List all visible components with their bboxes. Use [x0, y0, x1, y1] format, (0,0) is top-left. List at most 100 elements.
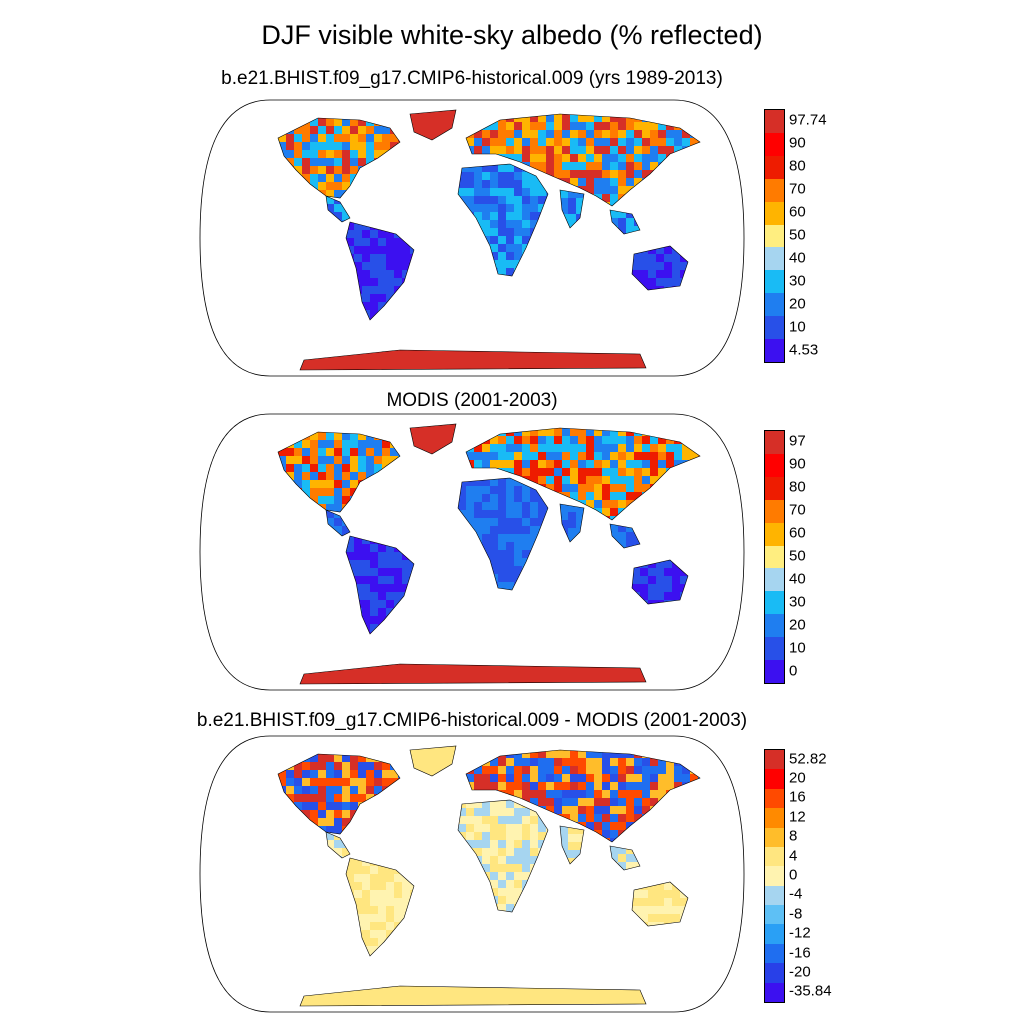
- colorbar-label: 80: [789, 478, 806, 496]
- colorbar-label: -8: [789, 905, 803, 923]
- colorbar-label: 30: [789, 593, 806, 611]
- panel-title-model: b.e21.BHIST.f09_g17.CMIP6-historical.009…: [221, 68, 723, 89]
- colorbar-label: 60: [789, 203, 806, 221]
- colorbar-swatch: [765, 905, 784, 925]
- colorbar-label: 50: [789, 226, 806, 244]
- colorbar-swatch: [765, 476, 784, 500]
- map-land-group: [277, 745, 701, 1007]
- landmass-greenland: [409, 745, 457, 777]
- colorbar-swatch: [765, 750, 784, 770]
- colorbar-label: 20: [789, 295, 806, 313]
- map-modis: [199, 413, 745, 691]
- landmass-north-america: [277, 117, 401, 199]
- colorbar-label: 0: [789, 662, 798, 680]
- colorbar-swatch: [765, 155, 784, 179]
- colorbar-label: 12: [789, 808, 806, 826]
- colorbar-swatch: [765, 453, 784, 477]
- colorbar-swatch: [765, 568, 784, 592]
- map-land-group: [277, 423, 701, 685]
- colorbar-label: 40: [789, 570, 806, 588]
- landmass-africa: [457, 477, 549, 591]
- colorbar-label: 8: [789, 827, 798, 845]
- landmass-greenland: [409, 423, 457, 455]
- colorbar-swatch: [765, 924, 784, 944]
- colorbar-label: 0: [789, 866, 798, 884]
- colorbar-swatch: [765, 660, 784, 683]
- colorbar-swatch: [765, 827, 784, 847]
- colorbar-label: 80: [789, 157, 806, 175]
- colorbar-label: 70: [789, 501, 806, 519]
- colorbar-label: 16: [789, 788, 806, 806]
- landmass-australia: [631, 881, 689, 927]
- colorbar-swatch: [765, 866, 784, 886]
- landmass-africa: [457, 799, 549, 913]
- map-model: [199, 99, 745, 377]
- colorbar-label: 70: [789, 180, 806, 198]
- colorbar-swatch: [765, 178, 784, 202]
- colorbar-swatch: [765, 637, 784, 661]
- landmass-australia: [631, 559, 689, 605]
- landmass-antarctica: [299, 985, 647, 1007]
- colorbar-swatch: [765, 769, 784, 789]
- colorbar-swatch: [765, 316, 784, 340]
- colorbar-label: -35.84: [789, 982, 832, 1000]
- landmass-antarctica: [299, 349, 647, 371]
- colorbar-label: 4: [789, 847, 798, 865]
- colorbar-label: -16: [789, 944, 811, 962]
- map-outline: [199, 413, 745, 691]
- colorbar-swatch: [765, 591, 784, 615]
- colorbar-label: 90: [789, 455, 806, 473]
- colorbar-label: 4.53: [789, 341, 819, 359]
- colorbar-label: 50: [789, 547, 806, 565]
- colorbar-swatch: [765, 545, 784, 569]
- colorbar-swatch: [765, 943, 784, 964]
- colorbar-swatch: [765, 201, 784, 225]
- panel-title-modis: MODIS (2001-2003): [386, 390, 558, 411]
- colorbar-swatch: [765, 788, 784, 809]
- colorbar-swatch: [765, 339, 784, 362]
- colorbar-swatch: [765, 846, 784, 867]
- colorbar-label: 10: [789, 639, 806, 657]
- landmass-north-america: [277, 753, 401, 835]
- map-diff: [199, 735, 745, 1013]
- colorbar-label: 10: [789, 318, 806, 336]
- colorbar-swatch: [765, 247, 784, 271]
- colorbar-label: 30: [789, 272, 806, 290]
- landmass-india: [559, 825, 585, 865]
- landmass-se-asia: [609, 845, 641, 871]
- colorbar-swatches: [764, 109, 785, 363]
- panel-title-diff: b.e21.BHIST.f09_g17.CMIP6-historical.009…: [196, 710, 748, 731]
- colorbar-swatch: [765, 614, 784, 638]
- landmass-central-america: [325, 195, 351, 223]
- colorbar-swatch: [765, 499, 784, 523]
- colorbar-swatches: [764, 430, 785, 684]
- colorbar-label: -12: [789, 924, 811, 942]
- landmass-antarctica: [299, 663, 647, 685]
- colorbar-swatch: [765, 293, 784, 317]
- colorbar-swatch: [765, 270, 784, 294]
- map-land-group: [277, 109, 701, 371]
- landmass-south-america: [345, 535, 415, 635]
- colorbar-swatch: [765, 132, 784, 156]
- landmass-se-asia: [609, 209, 641, 235]
- colorbar-swatch: [765, 885, 784, 905]
- colorbar-label: 60: [789, 524, 806, 542]
- colorbar-label: 52.82: [789, 750, 827, 768]
- colorbar-label: -4: [789, 885, 803, 903]
- landmass-india: [559, 189, 585, 229]
- landmass-africa: [457, 163, 549, 277]
- landmass-north-america: [277, 431, 401, 513]
- landmass-south-america: [345, 857, 415, 957]
- colorbar-label: 97.74: [789, 111, 827, 129]
- colorbar-swatch: [765, 224, 784, 248]
- colorbar-label: 40: [789, 249, 806, 267]
- colorbar-swatch: [765, 110, 784, 133]
- colorbar-swatch: [765, 963, 784, 983]
- landmass-central-america: [325, 831, 351, 859]
- landmass-india: [559, 503, 585, 543]
- landmass-south-america: [345, 221, 415, 321]
- landmass-central-america: [325, 509, 351, 537]
- colorbar-swatch: [765, 522, 784, 546]
- colorbar-swatch: [765, 982, 784, 1002]
- main-title: DJF visible white-sky albedo (% reflecte…: [261, 20, 763, 50]
